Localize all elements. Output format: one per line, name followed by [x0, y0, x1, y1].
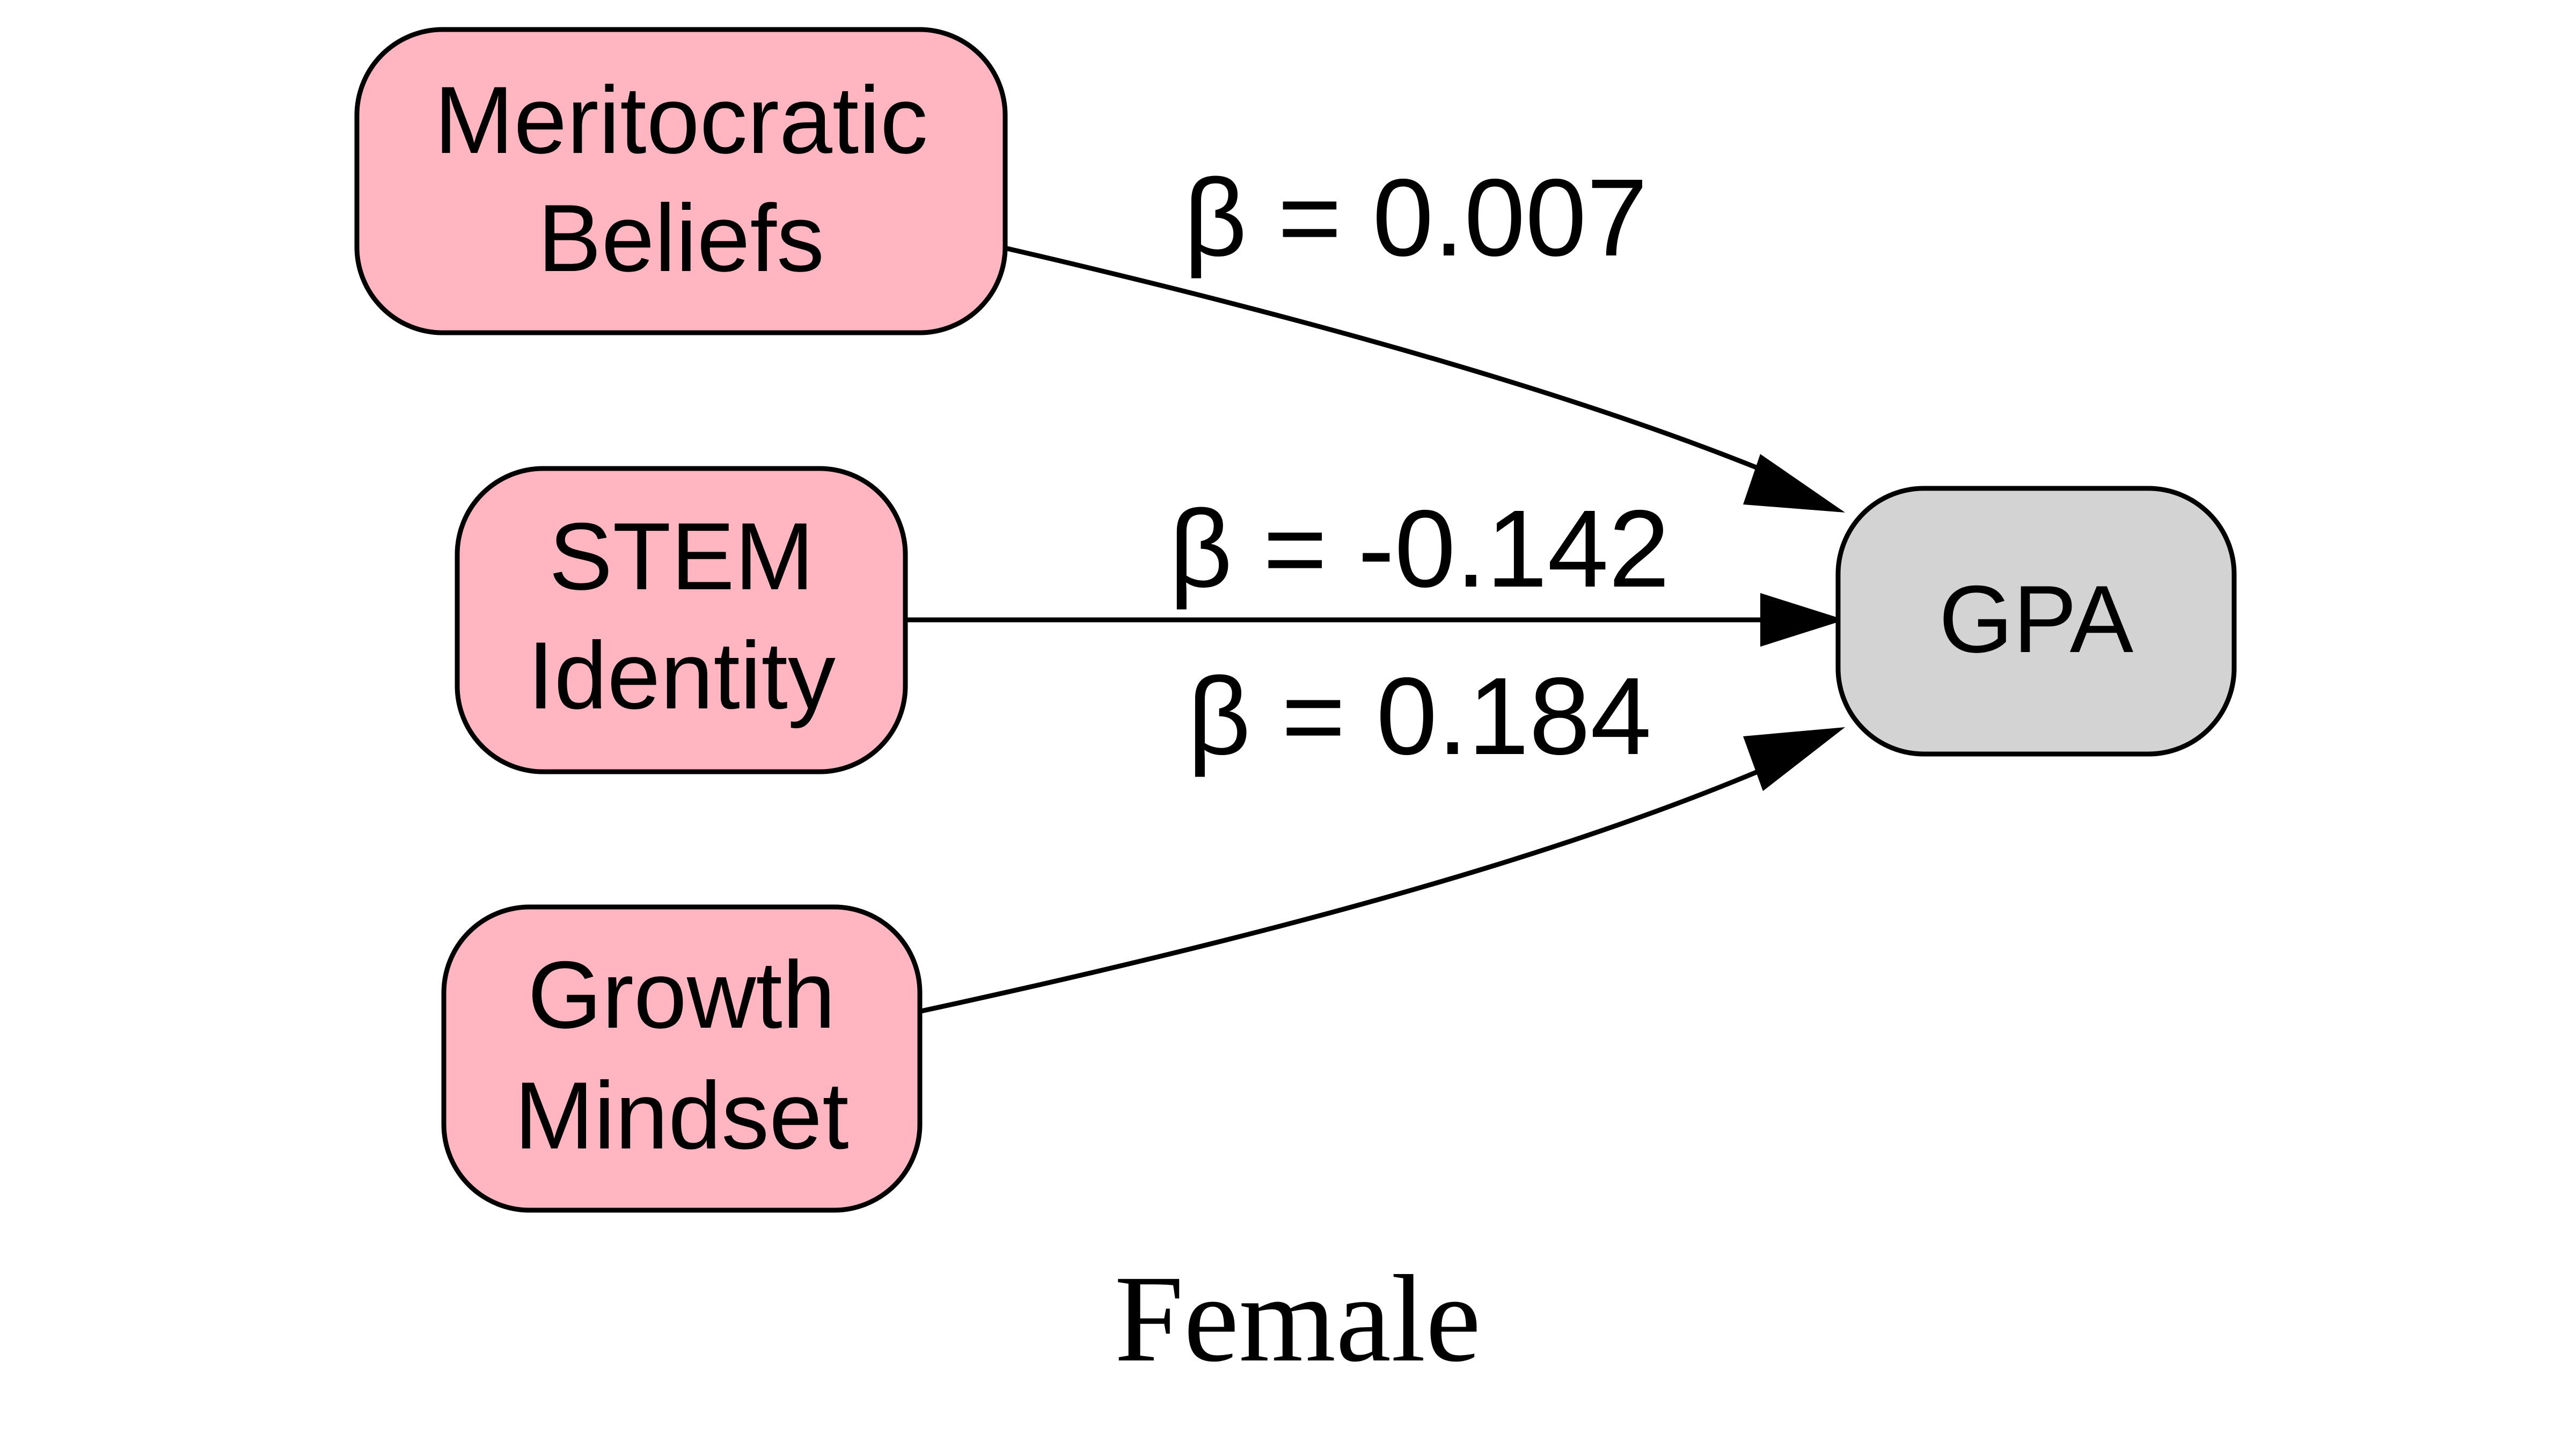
- node-label-meritocratic-line2: Beliefs: [538, 185, 824, 291]
- edge-growth-to-gpa: β = 0.184: [918, 655, 1845, 1014]
- edge-stem-to-gpa: β = -0.142: [904, 487, 1845, 647]
- arrowhead-growth-gpa: [1743, 727, 1845, 791]
- node-label-stem-line2: Identity: [528, 622, 836, 729]
- edge-line-meritocratic-gpa: [1004, 245, 1767, 474]
- edge-label-growth-gpa: β = 0.184: [1188, 655, 1652, 778]
- node-label-meritocratic-line1: Meritocratic: [434, 67, 928, 173]
- node-meritocratic-beliefs: Meritocratic Beliefs: [354, 27, 1008, 335]
- node-gpa: GPA: [1835, 486, 2237, 757]
- node-box-growth: [441, 904, 923, 1213]
- node-growth-mindset: Growth Mindset: [441, 904, 923, 1213]
- node-label-growth-line1: Growth: [528, 941, 836, 1048]
- arrowhead-meritocratic-gpa: [1743, 454, 1845, 513]
- node-box-meritocratic: [354, 27, 1008, 335]
- node-box-stem: [455, 466, 908, 774]
- node-box-gpa: [1835, 486, 2237, 757]
- edge-line-growth-gpa: [918, 765, 1767, 1014]
- node-stem-identity: STEM Identity: [455, 466, 908, 774]
- node-label-growth-line2: Mindset: [514, 1062, 848, 1169]
- edge-label-meritocratic-gpa: β = 0.007: [1184, 156, 1648, 279]
- edge-meritocratic-to-gpa: β = 0.007: [1004, 156, 1845, 513]
- node-label-stem-line1: STEM: [549, 503, 814, 610]
- node-label-gpa: GPA: [1939, 566, 2134, 672]
- edge-label-stem-gpa: β = -0.142: [1169, 487, 1670, 610]
- diagram-caption: Female: [1115, 1250, 1481, 1388]
- arrowhead-stem-gpa: [1760, 593, 1845, 647]
